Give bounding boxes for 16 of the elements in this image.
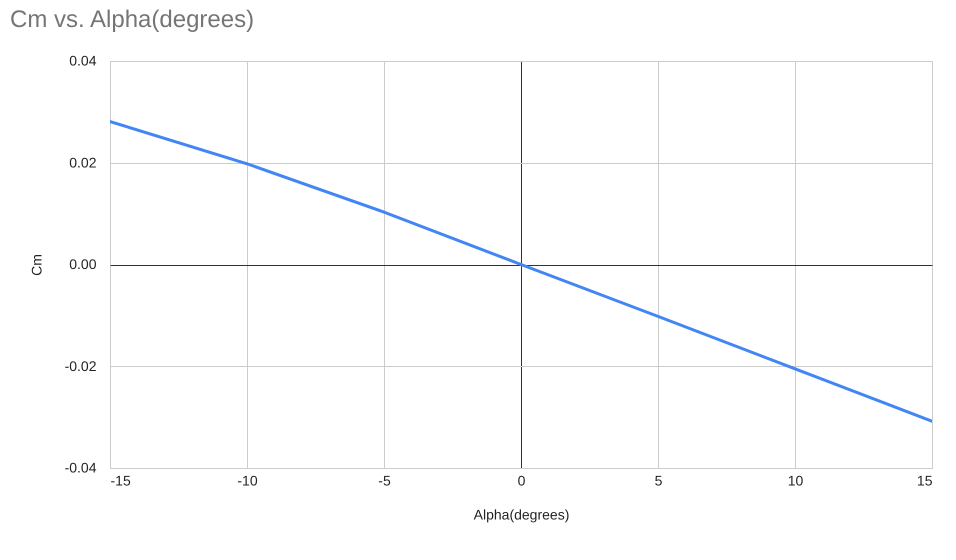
y-tick-label: 0.02 [69, 154, 97, 170]
y-tick-label: -0.02 [64, 358, 97, 374]
chart-title: Cm vs. Alpha(degrees) [10, 6, 254, 33]
line-series [110, 120, 932, 423]
y-tick-label: -0.04 [64, 460, 97, 476]
y-tick-label: 0.04 [69, 52, 97, 68]
x-tick-label: -10 [237, 472, 258, 488]
y-tick-label: 0.00 [69, 256, 97, 272]
x-tick-label: -15 [110, 472, 131, 488]
x-axis-title: Alpha(degrees) [474, 506, 570, 522]
x-tick-label: 15 [916, 472, 933, 488]
y-axis-title: Cm [28, 254, 45, 276]
x-tick-label: 0 [518, 472, 526, 488]
x-tick-label: 10 [788, 472, 804, 488]
x-tick-label: -5 [378, 472, 391, 488]
x-tick-label: 5 [654, 472, 663, 488]
